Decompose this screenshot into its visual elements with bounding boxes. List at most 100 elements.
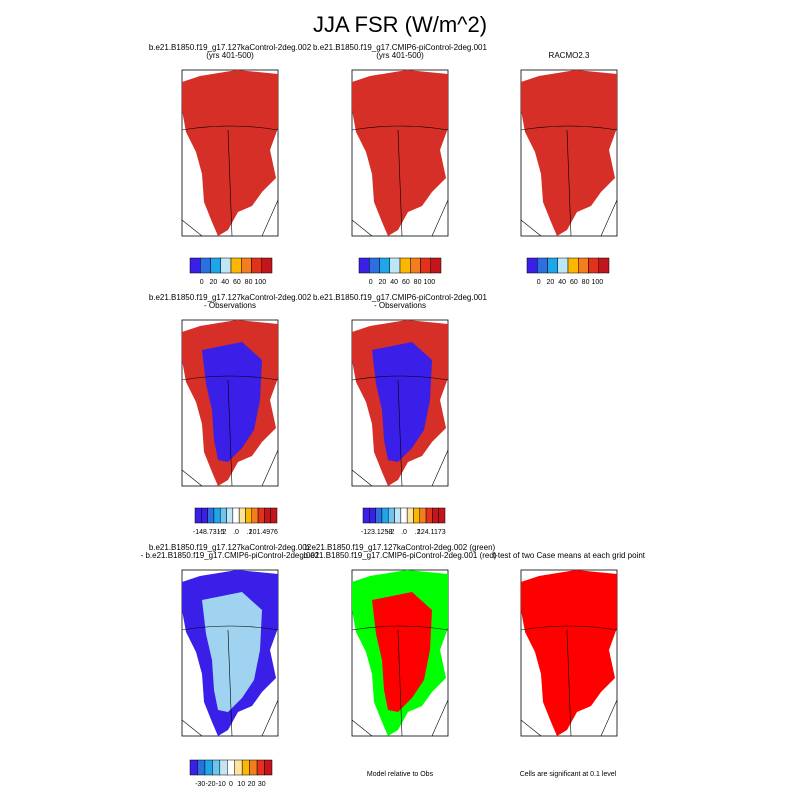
colorbar-box	[241, 759, 250, 776]
colorbar-label: 80	[582, 279, 590, 286]
title: JJA FSR (W/m^2)	[313, 12, 487, 37]
colorbar-box	[399, 257, 411, 274]
panel-title: b.e21.B1850.f19_g17.CMIP6-piControl-2deg…	[313, 43, 487, 52]
colorbar-label: 0	[229, 781, 233, 788]
colorbar-box	[425, 507, 433, 524]
colorbar-label: -10	[216, 781, 226, 788]
map-panel	[520, 569, 618, 737]
colorbar-label: -.2	[218, 529, 226, 536]
colorbar-box	[557, 257, 569, 274]
graticule	[181, 375, 279, 487]
map-panel	[181, 69, 279, 237]
colorbar-label: 40	[390, 279, 398, 286]
graticule	[181, 125, 279, 237]
colorbar-box	[256, 759, 265, 776]
colorbar-box	[261, 257, 273, 274]
colorbar-box	[212, 759, 221, 776]
colorbar-label: 10	[237, 781, 245, 788]
colorbar-label: -30	[195, 781, 205, 788]
colorbar-label: 100	[591, 279, 603, 286]
colorbar-box	[264, 759, 273, 776]
colorbar-label: .2	[247, 529, 253, 536]
colorbar-label: 40	[558, 279, 566, 286]
graticule	[181, 625, 279, 737]
colorbar-box	[200, 257, 211, 274]
colorbar-box	[598, 257, 610, 274]
colorbar-box	[197, 759, 206, 776]
panel-title: b.e21.B1850.f19_g17.CMIP6-piControl-2deg…	[303, 551, 496, 560]
colorbar-label: -123.1258	[361, 529, 393, 536]
colorbar-box	[588, 257, 599, 274]
panel-title: - b.e21.B1850.f19_g17.CMIP6-piControl-2d…	[141, 551, 320, 560]
colorbar-box	[413, 507, 421, 524]
colorbar-label: -148.7315	[193, 529, 225, 536]
panel-title: b.e21.B1850.f19_g17.127kaControl-2deg.00…	[149, 543, 312, 552]
colorbar-label: 100	[423, 279, 435, 286]
map-panel	[351, 69, 449, 237]
colorbar-label: -.2	[386, 529, 394, 536]
colorbar-box	[264, 507, 271, 524]
colorbar-box	[204, 759, 213, 776]
colorbar-label: 124.1173	[417, 529, 446, 536]
colorbar-box	[387, 507, 395, 524]
colorbar-box	[251, 507, 259, 524]
colorbar-box	[430, 257, 442, 274]
colorbar-box	[438, 507, 446, 524]
colorbar-box	[207, 507, 215, 524]
colorbar-label: 40	[221, 279, 229, 286]
colorbar-label: .0	[401, 529, 407, 536]
colorbar-box	[369, 507, 376, 524]
note: Model relative to Obs	[367, 771, 434, 778]
colorbar-box	[230, 257, 242, 274]
colorbar-box	[249, 759, 258, 776]
colorbar-box	[201, 507, 208, 524]
colorbar-box	[358, 257, 370, 274]
colorbar-box	[219, 759, 228, 776]
colorbar-box	[362, 507, 370, 524]
colorbar-label: 101.4976	[249, 529, 278, 536]
panel-title: b.e21.B1850.f19_g17.127kaControl-2deg.00…	[149, 293, 312, 302]
colorbar-box	[375, 507, 383, 524]
colorbar-box	[410, 257, 421, 274]
panel-title: t-test of two Case means at each grid po…	[493, 551, 646, 560]
map-panel	[351, 569, 449, 737]
colorbar-label: 0	[537, 279, 541, 286]
colorbar-label: 0	[369, 279, 373, 286]
colorbar-box	[227, 759, 235, 776]
colorbar-box	[526, 257, 538, 274]
colorbar-label: 20	[248, 781, 256, 788]
colorbar-box	[234, 759, 243, 776]
panel-title: b.e21.B1850.f19_g17.CMIP6-piControl-2deg…	[313, 293, 487, 302]
colorbar-box	[270, 507, 278, 524]
colorbar-label: 30	[258, 781, 266, 788]
colorbar-label: 20	[547, 279, 555, 286]
colorbar-box	[238, 507, 246, 524]
colorbar-box	[406, 507, 414, 524]
colorbar-box	[419, 507, 427, 524]
colorbar-label: .0	[233, 529, 239, 536]
colorbar-box	[189, 257, 201, 274]
colorbar-box	[232, 507, 240, 524]
colorbar-box	[245, 507, 253, 524]
panel-title: (yrs 401-500)	[376, 51, 424, 60]
colorbar-box	[219, 507, 227, 524]
graticule	[520, 625, 618, 737]
panel-title: b.e21.B1850.f19_g17.127kaControl-2deg.00…	[149, 43, 312, 52]
colorbar-box	[420, 257, 431, 274]
colorbar-label: 0	[200, 279, 204, 286]
graticule	[351, 125, 449, 237]
map-panel	[351, 319, 449, 487]
colorbar-label: 80	[245, 279, 253, 286]
panel-title: RACMO2.3	[549, 51, 590, 60]
map-panel	[181, 319, 279, 487]
colorbar-label: 60	[233, 279, 241, 286]
colorbar-box	[213, 507, 221, 524]
colorbar-box	[567, 257, 579, 274]
colorbar-label: 20	[379, 279, 387, 286]
panel-title: - Observations	[374, 301, 426, 310]
colorbar-label: 20	[210, 279, 218, 286]
graticule	[351, 625, 449, 737]
colorbar-box	[220, 257, 232, 274]
map-panel	[181, 569, 279, 737]
